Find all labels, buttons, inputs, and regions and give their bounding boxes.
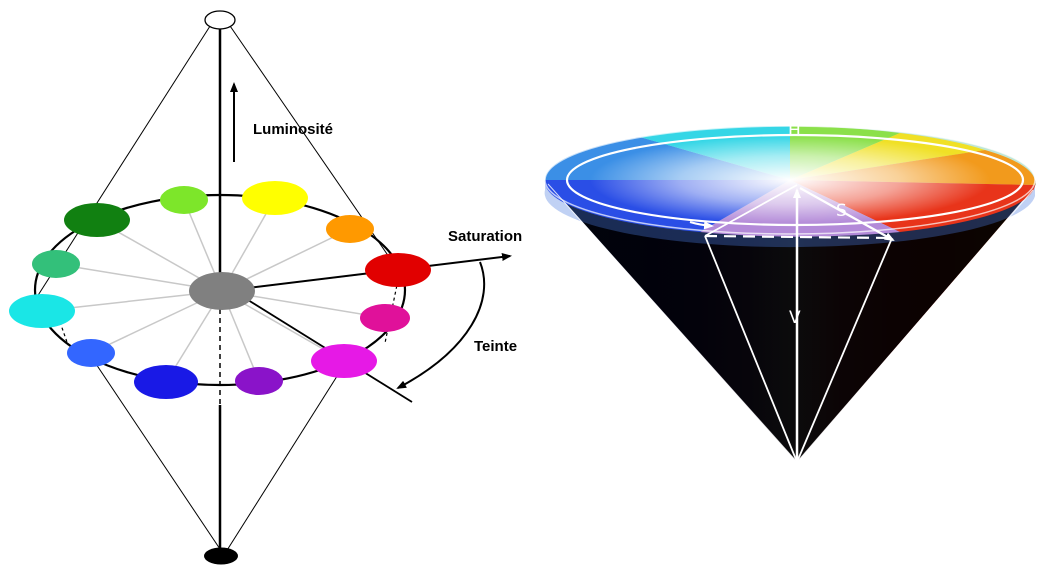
hue-circle: [565, 133, 1025, 227]
luminosity-label: Luminosité: [253, 121, 333, 138]
cone-edge-right: [796, 189, 1034, 463]
hue-swatches: [9, 181, 431, 399]
s-label: S: [836, 201, 847, 221]
swatch-spring-green: [32, 250, 80, 278]
hsl-double-cone-diagram: Luminosité Saturation Teinte: [9, 10, 522, 565]
swatch-orange: [326, 215, 374, 243]
swatch-violet: [235, 367, 283, 395]
white-pole: [204, 10, 236, 30]
swatch-blue: [134, 365, 198, 399]
swatch-chartreuse: [160, 186, 208, 214]
swatch-cyan: [9, 294, 75, 328]
h-label: H: [788, 121, 801, 141]
swatch-yellow: [242, 181, 308, 215]
swatch-magenta: [311, 344, 377, 378]
hue-circle-arrow: [689, 221, 714, 230]
swatch-red: [365, 253, 431, 287]
hue-disc: [544, 125, 1036, 237]
saturation-label: Saturation: [448, 228, 522, 245]
hsv-cone-diagram: H S V: [544, 121, 1036, 463]
v-label: V: [789, 308, 801, 328]
section-outline: [704, 184, 893, 463]
swatch-azure: [67, 339, 115, 367]
hue-arrow: [396, 261, 486, 389]
hue-label: Teinte: [474, 338, 517, 355]
black-pole: [204, 547, 238, 565]
swatch-green: [64, 203, 130, 237]
center-gray-swatch: [189, 272, 255, 310]
cone-edge-left: [547, 183, 798, 463]
hidden-edge-left: [59, 321, 69, 346]
saturation-arrow-hsv: [799, 187, 895, 241]
swatch-magenta-rose: [360, 304, 410, 332]
